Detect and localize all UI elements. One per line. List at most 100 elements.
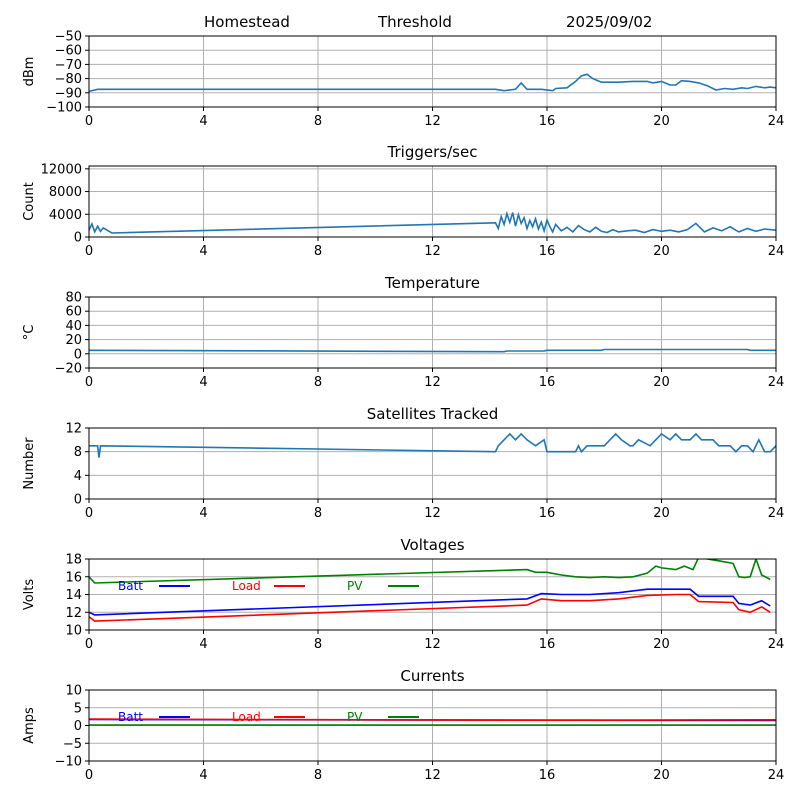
y-axis-label: dBm [22,57,37,87]
y-tick-label: 10 [65,624,82,639]
y-tick-label: 8 [74,445,82,460]
x-tick-label: 12 [424,637,441,652]
x-tick-label: 24 [768,637,785,652]
legend-label-pv: PV [347,710,363,724]
series-line-main [89,348,776,353]
y-tick-label: 60 [65,305,82,320]
y-tick-label: 80 [65,291,82,306]
x-tick-label: 8 [314,768,322,783]
y-tick-label: −70 [55,58,82,73]
x-tick-label: 4 [199,768,207,783]
y-tick-label: 0 [74,493,82,508]
y-tick-label: 16 [65,570,82,585]
y-tick-label: −10 [55,755,82,770]
y-axis-label: Volts [22,579,37,611]
y-tick-label: 20 [65,333,82,348]
y-tick-label: 0 [74,347,82,362]
series-line-batt [89,588,771,616]
x-tick-label: 24 [768,506,785,521]
y-tick-label: −80 [55,72,82,87]
chart-title: Voltages [400,536,464,554]
y-tick-label: −60 [55,44,82,59]
x-tick-label: 12 [424,114,441,129]
x-tick-label: 8 [314,506,322,521]
x-tick-label: 0 [85,506,93,521]
chart-title: Currents [400,667,464,685]
x-tick-label: 4 [199,244,207,259]
y-tick-label: 4 [74,469,82,484]
x-tick-label: 8 [314,637,322,652]
x-tick-label: 20 [653,375,670,390]
series-line-main [89,73,776,93]
chart-title: Temperature [384,274,480,292]
legend-label-batt: Batt [118,579,143,593]
x-tick-label: 16 [539,114,556,129]
x-tick-label: 12 [424,375,441,390]
x-tick-label: 4 [199,114,207,129]
series-line-main [89,432,776,458]
chart-title: Satellites Tracked [367,405,498,423]
panel-voltages: 0 4 8 12 16 20 24 18 16 14 12 10 Voltages Volts Batt Lo… [22,536,784,652]
y-axis-label: Number [22,437,37,490]
x-tick-label: 4 [199,375,207,390]
y-tick-label: 12000 [41,162,82,177]
legend-label-batt: Batt [118,710,143,724]
x-tick-label: 24 [768,375,785,390]
x-tick-label: 16 [539,375,556,390]
x-tick-label: 0 [85,375,93,390]
x-tick-label: 12 [424,768,441,783]
y-tick-label: 18 [65,553,82,568]
y-tick-label: 4000 [49,208,82,223]
y-tick-label: −100 [46,101,82,116]
header-mode: Threshold [377,13,452,31]
y-tick-label: 14 [65,588,82,603]
x-tick-label: 20 [653,114,670,129]
panel-triggers: 0 4 8 12 16 20 24 12000 8000 4000 0 Triggers/sec Cou… [22,143,784,259]
x-tick-label: 20 [653,244,670,259]
x-tick-label: 0 [85,768,93,783]
series-line-main [89,210,776,234]
panel-currents: 0 4 8 12 16 20 24 10 5 0 −5 −10 Currents Amps Batt Load… [22,667,784,783]
x-tick-label: 8 [314,244,322,259]
x-tick-label: 24 [768,768,785,783]
x-tick-label: 16 [539,506,556,521]
x-tick-label: 12 [424,244,441,259]
y-axis-label: °C [22,325,37,341]
x-tick-label: 0 [85,637,93,652]
y-tick-label: −50 [55,30,82,45]
x-tick-label: 4 [199,637,207,652]
y-tick-label: 5 [74,701,82,716]
y-tick-label: 0 [74,719,82,734]
y-tick-label: −5 [63,737,82,752]
x-tick-label: 20 [653,637,670,652]
y-tick-label: 12 [65,422,82,437]
legend-label-pv: PV [347,579,363,593]
y-tick-label: 0 [74,231,82,246]
y-tick-label: −20 [55,362,82,377]
x-tick-label: 16 [539,768,556,783]
y-tick-label: 12 [65,606,82,621]
header-station: Homestead [204,13,290,31]
panel-satellites: 0 4 8 12 16 20 24 12 8 4 0 Satellites Tracked Number [22,405,784,521]
x-tick-label: 16 [539,637,556,652]
series-line-pv [89,559,771,584]
chart-title: Triggers/sec [387,143,478,161]
x-tick-label: 24 [768,244,785,259]
x-tick-label: 4 [199,506,207,521]
legend-label-load: Load [232,710,261,724]
x-tick-label: 20 [653,506,670,521]
x-tick-label: 0 [85,244,93,259]
panel-signal: 0 4 8 12 16 20 24 −50−60−70−80−90−100 dBm [22,30,784,130]
x-tick-label: 8 [314,114,322,129]
series-line-load [89,593,771,622]
x-tick-label: 24 [768,114,785,129]
x-tick-label: 12 [424,506,441,521]
x-tick-label: 8 [314,375,322,390]
legend-label-load: Load [232,579,261,593]
header-date: 2025/09/02 [566,13,652,31]
y-tick-label: 8000 [49,185,82,200]
x-tick-label: 16 [539,244,556,259]
